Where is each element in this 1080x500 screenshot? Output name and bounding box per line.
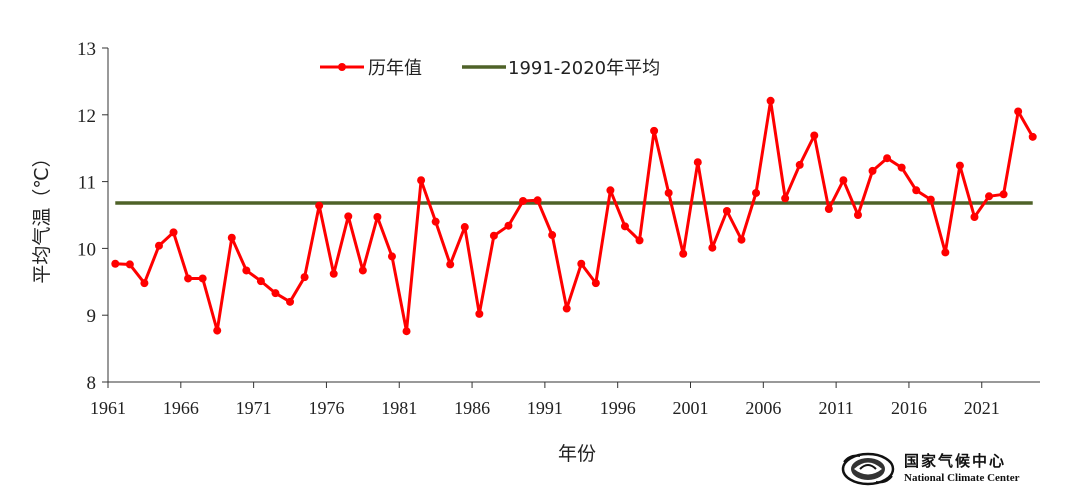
data-point bbox=[781, 194, 790, 203]
y-tick-label: 12 bbox=[77, 106, 96, 127]
chart-axes: 8 9 10 11 12 13 1961 1966 1971 1976 1981 1986 1991 19… bbox=[77, 39, 1040, 418]
data-point bbox=[489, 231, 498, 240]
data-point bbox=[606, 186, 615, 195]
y-tick-label: 10 bbox=[77, 239, 96, 260]
x-tick-label: 1961 bbox=[90, 398, 126, 418]
data-point bbox=[402, 327, 411, 336]
x-axis-label: 年份 bbox=[558, 443, 596, 465]
data-point bbox=[475, 309, 484, 318]
data-point bbox=[140, 279, 149, 288]
x-tick-label: 1991 bbox=[527, 398, 563, 418]
series-line-annual bbox=[115, 99, 1035, 333]
data-point bbox=[999, 190, 1008, 199]
data-point bbox=[839, 176, 848, 185]
x-tick-label: 2016 bbox=[891, 398, 927, 418]
data-point bbox=[256, 277, 265, 286]
data-point bbox=[344, 212, 353, 221]
data-point bbox=[1028, 132, 1037, 141]
data-point bbox=[708, 243, 717, 252]
x-tick-label: 1976 bbox=[308, 398, 344, 418]
chart-legend: 历年值 1991-2020年平均 bbox=[320, 58, 660, 79]
data-point bbox=[431, 217, 440, 226]
data-point bbox=[315, 201, 324, 210]
data-point bbox=[154, 241, 163, 250]
data-point bbox=[985, 192, 994, 201]
data-point bbox=[897, 163, 906, 172]
y-tick-label: 8 bbox=[87, 373, 97, 394]
data-point bbox=[853, 211, 862, 219]
data-point bbox=[300, 273, 309, 282]
data-point bbox=[358, 266, 367, 275]
y-axis-label: 平均气温（℃） bbox=[31, 148, 53, 283]
logo-name-english: National Climate Center bbox=[904, 472, 1020, 484]
data-point bbox=[737, 235, 746, 244]
x-tick-label: 1986 bbox=[454, 398, 490, 418]
data-point bbox=[286, 297, 295, 306]
data-point bbox=[519, 196, 528, 205]
x-tick-label: 1996 bbox=[600, 398, 636, 418]
legend-marker-annual bbox=[338, 63, 346, 71]
data-point bbox=[417, 176, 426, 185]
data-point bbox=[446, 260, 455, 269]
data-point bbox=[271, 289, 280, 298]
data-point bbox=[650, 126, 659, 135]
data-point bbox=[722, 206, 731, 215]
data-point bbox=[620, 222, 629, 231]
data-point bbox=[373, 213, 382, 222]
data-point bbox=[387, 252, 396, 261]
data-point bbox=[198, 274, 207, 283]
data-point bbox=[227, 233, 236, 242]
data-point bbox=[664, 188, 673, 197]
data-point bbox=[752, 188, 761, 197]
data-point bbox=[533, 196, 542, 205]
data-point bbox=[111, 259, 120, 268]
data-point bbox=[941, 248, 950, 257]
data-point bbox=[184, 274, 193, 283]
data-point bbox=[766, 96, 775, 105]
data-point bbox=[329, 269, 338, 278]
data-point bbox=[548, 231, 557, 240]
legend-label-average: 1991-2020年平均 bbox=[508, 58, 660, 79]
data-point bbox=[242, 266, 251, 275]
data-point bbox=[577, 259, 586, 268]
x-tick-label: 1971 bbox=[236, 398, 272, 418]
x-tick-label: 2021 bbox=[964, 398, 1000, 418]
data-point bbox=[824, 204, 833, 213]
data-point bbox=[635, 236, 644, 245]
x-tick-label: 2006 bbox=[745, 398, 781, 418]
x-tick-label: 1981 bbox=[381, 398, 417, 418]
data-point bbox=[970, 213, 979, 222]
data-point bbox=[883, 154, 892, 163]
data-point bbox=[679, 249, 688, 258]
data-point bbox=[213, 326, 222, 335]
logo-name-chinese: 国家气候中心 bbox=[904, 452, 1007, 470]
data-point bbox=[926, 195, 935, 204]
chart-series bbox=[111, 96, 1037, 336]
data-point bbox=[504, 221, 513, 230]
data-point bbox=[591, 279, 600, 288]
x-tick-label: 2001 bbox=[673, 398, 709, 418]
x-tick-label: 1966 bbox=[163, 398, 199, 418]
y-tick-label: 11 bbox=[78, 173, 96, 194]
data-point bbox=[955, 161, 964, 170]
y-tick-label: 13 bbox=[77, 39, 96, 60]
globe-logo-icon bbox=[841, 452, 895, 486]
national-climate-center-logo: 国家气候中心 National Climate Center bbox=[840, 448, 1070, 492]
y-tick-label: 9 bbox=[87, 306, 97, 327]
x-tick-label: 2011 bbox=[818, 398, 853, 418]
data-point bbox=[810, 131, 819, 140]
data-point bbox=[693, 158, 702, 167]
legend-label-annual: 历年值 bbox=[368, 58, 422, 79]
data-point bbox=[562, 304, 571, 313]
data-point bbox=[460, 223, 469, 232]
data-point bbox=[169, 228, 178, 237]
data-point bbox=[912, 186, 921, 195]
data-point bbox=[1014, 107, 1023, 116]
data-point bbox=[125, 260, 134, 269]
data-point bbox=[795, 160, 804, 169]
data-point bbox=[868, 166, 877, 175]
